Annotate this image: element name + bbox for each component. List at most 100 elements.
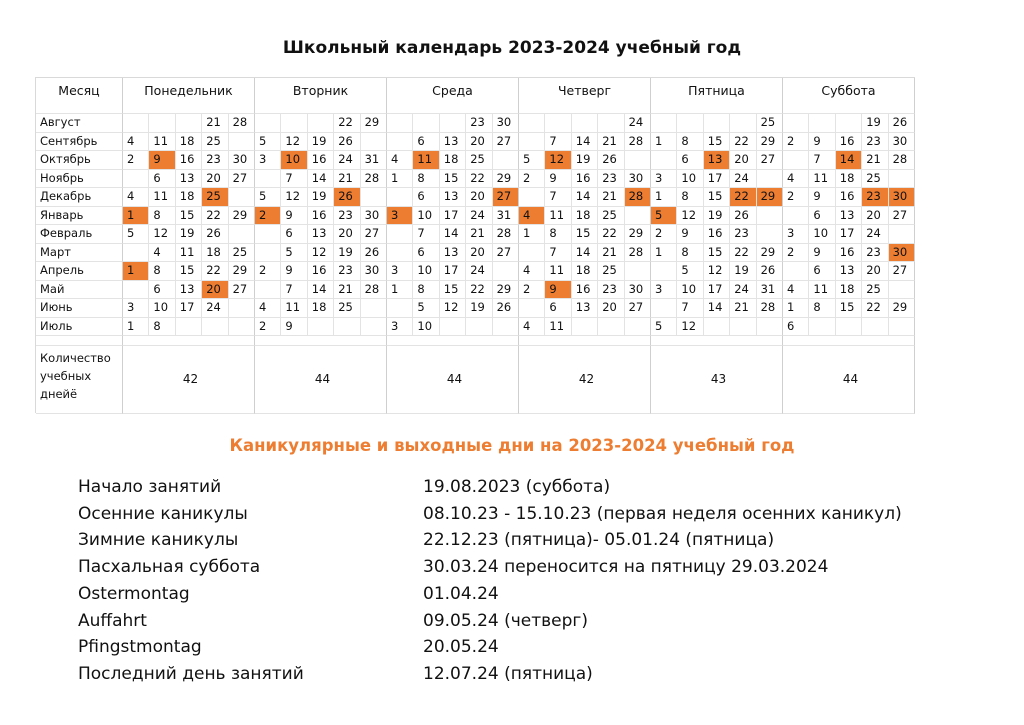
day-cell <box>387 243 414 262</box>
day-cell: 4 <box>149 243 176 262</box>
day-cell <box>756 206 783 225</box>
day-cell: 23 <box>466 114 493 133</box>
day-cell: 28 <box>228 114 255 133</box>
day-cell <box>783 262 810 281</box>
day-cell: 2 <box>519 169 546 188</box>
month-cell: Апрель <box>36 262 123 281</box>
spacer <box>36 336 123 346</box>
day-cell: 5 <box>651 317 678 336</box>
day-cell: 25 <box>228 243 255 262</box>
day-cell: 28 <box>492 225 519 244</box>
day-cell: 3 <box>387 206 414 225</box>
day-cell: 11 <box>545 317 572 336</box>
day-cell: 6 <box>149 169 176 188</box>
day-cell <box>835 114 863 133</box>
day-cell: 23 <box>334 262 361 281</box>
day-cell: 3 <box>387 317 414 336</box>
day-cell <box>360 132 387 151</box>
day-cell: 22 <box>730 243 757 262</box>
month-cell: Февраль <box>36 225 123 244</box>
day-cell: 25 <box>598 262 625 281</box>
day-cell: 19 <box>175 225 203 244</box>
day-cell: 4 <box>387 151 414 170</box>
day-cell: 16 <box>703 225 731 244</box>
day-cell: 20 <box>466 188 493 207</box>
day-cell: 16 <box>835 132 863 151</box>
day-cell: 6 <box>783 317 810 336</box>
day-cell <box>783 114 810 133</box>
day-cell <box>228 188 255 207</box>
day-cell: 16 <box>571 169 599 188</box>
month-cell: Январь <box>36 206 123 225</box>
day-cell: 7 <box>545 188 572 207</box>
day-cell: 3 <box>123 299 150 318</box>
day-cell: 4 <box>519 317 546 336</box>
day-cell: 2 <box>519 280 546 299</box>
day-cell: 5 <box>519 151 546 170</box>
item-label: Осенние каникулы <box>78 503 248 524</box>
header-cell: Понедельник <box>123 78 255 114</box>
day-cell: 25 <box>862 169 889 188</box>
day-cell: 31 <box>360 151 387 170</box>
day-cell: 27 <box>228 280 255 299</box>
day-cell <box>228 299 255 318</box>
day-cell: 9 <box>809 132 836 151</box>
day-cell: 23 <box>598 169 625 188</box>
day-cell <box>228 225 255 244</box>
day-cell: 14 <box>571 188 599 207</box>
day-cell <box>255 169 282 188</box>
count-label: Количество учебных днейё <box>36 346 123 414</box>
day-cell: 5 <box>281 243 308 262</box>
item-label: Pfingstmontag <box>78 637 202 658</box>
day-cell: 21 <box>334 169 361 188</box>
day-cell: 24 <box>202 299 229 318</box>
day-cell: 4 <box>255 299 282 318</box>
day-cell: 10 <box>677 280 704 299</box>
day-cell: 15 <box>439 280 467 299</box>
day-cell <box>387 225 414 244</box>
day-cell: 16 <box>307 262 335 281</box>
day-cell: 9 <box>545 280 572 299</box>
day-cell <box>360 188 387 207</box>
day-cell: 19 <box>307 132 335 151</box>
day-cell: 1 <box>783 299 810 318</box>
day-cell <box>202 317 229 336</box>
day-cell <box>862 317 889 336</box>
day-cell <box>413 114 440 133</box>
day-cell <box>175 114 203 133</box>
item-value: 08.10.23 - 15.10.23 (первая неделя осенн… <box>423 503 902 524</box>
day-cell: 21 <box>598 243 625 262</box>
month-cell: Октябрь <box>36 151 123 170</box>
day-cell: 26 <box>598 151 625 170</box>
day-cell <box>888 169 915 188</box>
item-label: Ostermontag <box>78 583 190 604</box>
day-cell: 15 <box>175 206 203 225</box>
day-cell: 9 <box>281 206 308 225</box>
day-cell: 13 <box>439 188 467 207</box>
day-cell: 11 <box>809 280 836 299</box>
day-cell: 29 <box>360 114 387 133</box>
day-cell: 20 <box>334 225 361 244</box>
day-cell: 22 <box>730 132 757 151</box>
day-cell <box>703 317 731 336</box>
day-cell: 3 <box>651 169 678 188</box>
day-cell: 17 <box>439 262 467 281</box>
day-cell: 28 <box>360 169 387 188</box>
day-cell: 26 <box>730 206 757 225</box>
day-cell: 7 <box>413 225 440 244</box>
month-cell: Май <box>36 280 123 299</box>
day-cell: 22 <box>598 225 625 244</box>
day-cell: 29 <box>624 225 651 244</box>
day-cell: 27 <box>492 188 519 207</box>
day-cell <box>492 151 519 170</box>
day-cell <box>466 317 493 336</box>
day-cell: 18 <box>202 243 229 262</box>
day-cell: 19 <box>703 206 731 225</box>
day-cell: 8 <box>149 317 176 336</box>
day-cell: 11 <box>281 299 308 318</box>
day-cell: 25 <box>598 206 625 225</box>
day-cell: 2 <box>783 243 810 262</box>
day-cell <box>228 132 255 151</box>
day-cell <box>783 206 810 225</box>
day-cell: 9 <box>677 225 704 244</box>
